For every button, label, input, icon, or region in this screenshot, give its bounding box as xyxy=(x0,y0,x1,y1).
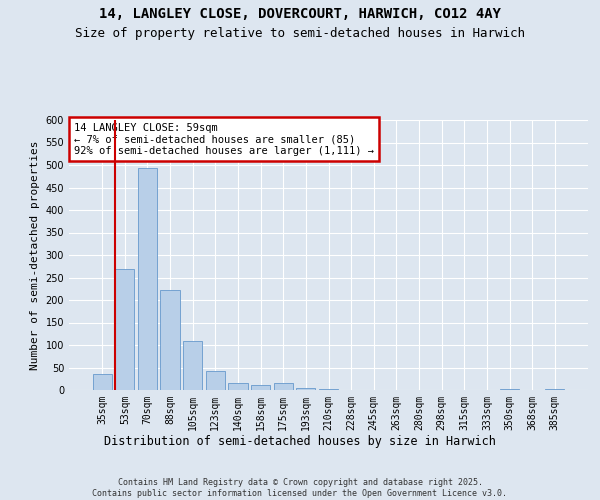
Bar xyxy=(296,388,316,390)
Y-axis label: Number of semi-detached properties: Number of semi-detached properties xyxy=(30,140,40,370)
Bar xyxy=(92,374,112,390)
Bar xyxy=(183,342,202,390)
Bar xyxy=(319,389,338,390)
Bar xyxy=(545,389,565,390)
Bar xyxy=(138,168,157,390)
Bar xyxy=(500,389,519,390)
Bar xyxy=(160,290,180,390)
Bar xyxy=(206,370,225,390)
Bar xyxy=(115,268,134,390)
Bar xyxy=(274,383,293,390)
Bar xyxy=(251,384,270,390)
Text: 14 LANGLEY CLOSE: 59sqm
← 7% of semi-detached houses are smaller (85)
92% of sem: 14 LANGLEY CLOSE: 59sqm ← 7% of semi-det… xyxy=(74,122,374,156)
Text: Distribution of semi-detached houses by size in Harwich: Distribution of semi-detached houses by … xyxy=(104,435,496,448)
Text: 14, LANGLEY CLOSE, DOVERCOURT, HARWICH, CO12 4AY: 14, LANGLEY CLOSE, DOVERCOURT, HARWICH, … xyxy=(99,8,501,22)
Text: Size of property relative to semi-detached houses in Harwich: Size of property relative to semi-detach… xyxy=(75,28,525,40)
Bar xyxy=(229,383,248,390)
Text: Contains HM Land Registry data © Crown copyright and database right 2025.
Contai: Contains HM Land Registry data © Crown c… xyxy=(92,478,508,498)
